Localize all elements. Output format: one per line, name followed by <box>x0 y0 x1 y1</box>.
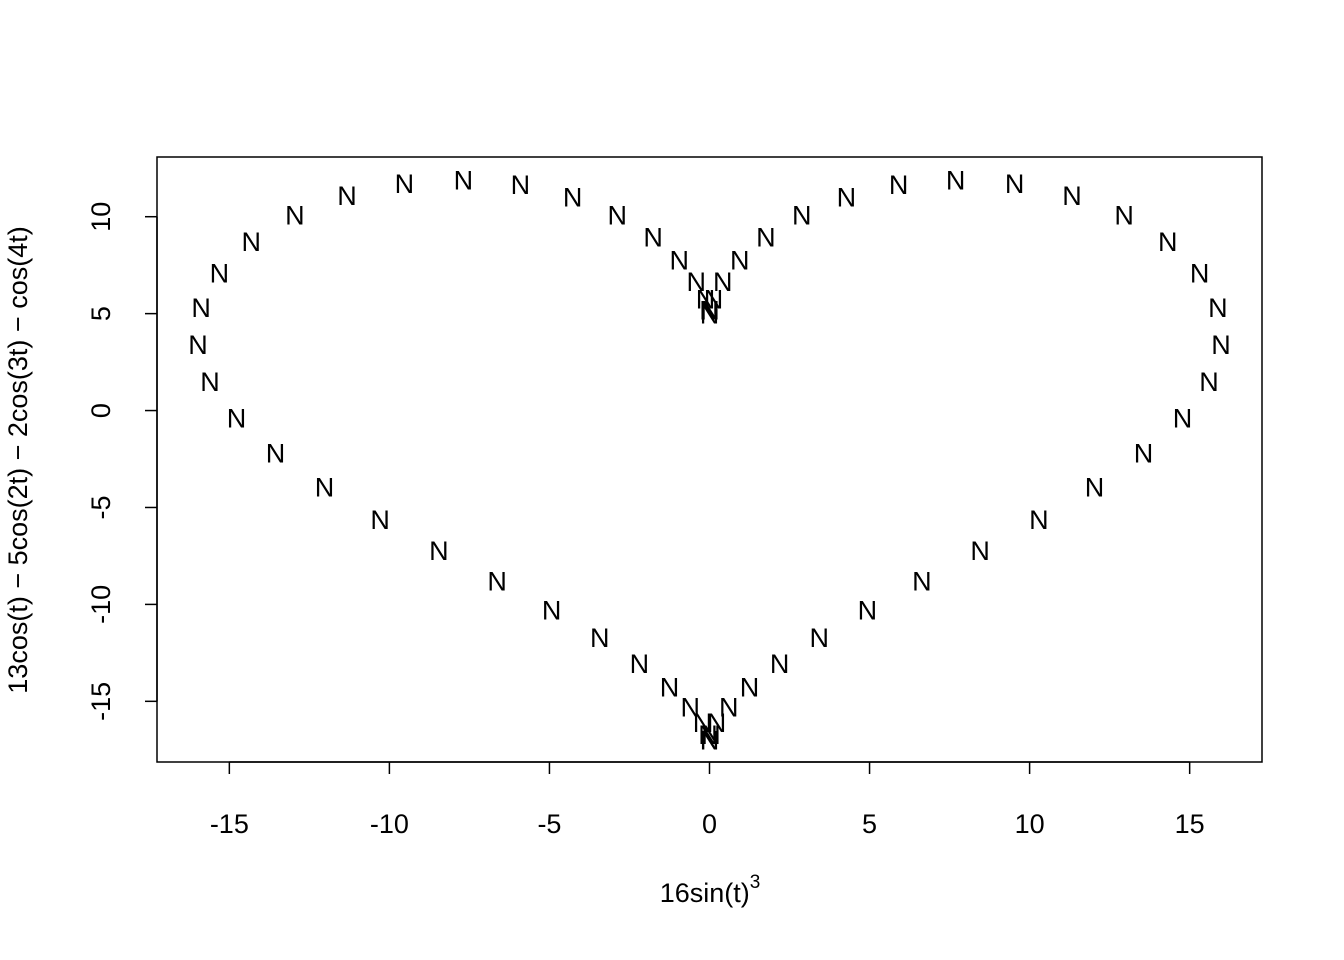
point: N <box>700 300 720 330</box>
point: N <box>680 693 700 723</box>
point: N <box>643 222 663 252</box>
x-tick-label: 15 <box>1175 809 1205 839</box>
point: N <box>837 182 857 212</box>
point: N <box>912 566 932 596</box>
point: N <box>889 170 909 200</box>
point: N <box>770 649 790 679</box>
point: N <box>188 330 208 360</box>
point: N <box>1134 438 1154 468</box>
point: N <box>191 293 211 323</box>
point: N <box>370 505 390 535</box>
point: N <box>1158 227 1178 257</box>
point: N <box>1114 201 1134 231</box>
point: N <box>454 165 474 195</box>
point: N <box>511 170 531 200</box>
point: N <box>315 472 335 502</box>
point: N <box>756 222 776 252</box>
point: N <box>429 536 449 566</box>
point: N <box>687 267 707 297</box>
point: N <box>590 623 610 653</box>
x-tick-label: 0 <box>702 809 717 839</box>
point: N <box>792 201 812 231</box>
point: N <box>970 536 990 566</box>
y-axis-label: 13cos(t) − 5cos(2t) − 2cos(3t) − cos(4t) <box>3 226 33 693</box>
y-tick-label: 10 <box>86 202 116 232</box>
y-tick-label: 5 <box>86 306 116 321</box>
point: N <box>1173 403 1193 433</box>
point: N <box>200 367 220 397</box>
point: N <box>1190 258 1210 288</box>
point: N <box>701 720 721 750</box>
point: N <box>730 245 750 275</box>
point: N <box>693 708 713 738</box>
point: N <box>1208 293 1228 323</box>
point: N <box>740 672 760 702</box>
point: N <box>630 649 650 679</box>
point: N <box>1062 181 1082 211</box>
point: N <box>337 181 357 211</box>
point: N <box>858 595 878 625</box>
point: N <box>719 693 739 723</box>
point: N <box>395 169 415 199</box>
point: N <box>700 296 720 326</box>
y-tick-label: -15 <box>86 682 116 721</box>
x-label-sup: 3 <box>750 872 761 893</box>
point: N <box>266 438 286 468</box>
point: N <box>1029 505 1049 535</box>
point: N <box>810 623 830 653</box>
point: N <box>713 267 733 297</box>
point: N <box>696 284 716 314</box>
point: N <box>563 182 583 212</box>
point: N <box>1005 169 1025 199</box>
point: N <box>608 201 628 231</box>
point: N <box>210 258 230 288</box>
point: N <box>487 566 507 596</box>
y-tick-label: 0 <box>86 403 116 418</box>
point: N <box>660 672 680 702</box>
x-tick-label: 5 <box>862 809 877 839</box>
point: N <box>698 720 718 750</box>
x-axis-label: 16sin(t)3 <box>660 872 761 908</box>
point: N <box>946 165 966 195</box>
y-tick-label: -10 <box>86 585 116 624</box>
point: N <box>670 245 690 275</box>
point: N <box>707 708 727 738</box>
point: N <box>227 403 247 433</box>
point: N <box>700 726 720 756</box>
point: N <box>1085 472 1105 502</box>
x-label-base: 16sin(t) <box>660 878 750 908</box>
y-tick-label: -5 <box>86 495 116 519</box>
point: N <box>242 227 262 257</box>
x-tick-label: 10 <box>1015 809 1045 839</box>
point: N <box>700 726 720 756</box>
x-tick-label: -15 <box>210 809 249 839</box>
x-tick-label: -10 <box>370 809 409 839</box>
point: N <box>699 296 719 326</box>
point: N <box>1211 330 1231 360</box>
point: N <box>542 595 562 625</box>
point: N <box>285 201 305 231</box>
point: N <box>1199 367 1219 397</box>
x-tick-label: -5 <box>537 809 561 839</box>
point: N <box>704 284 724 314</box>
plot-box <box>156 156 1263 763</box>
